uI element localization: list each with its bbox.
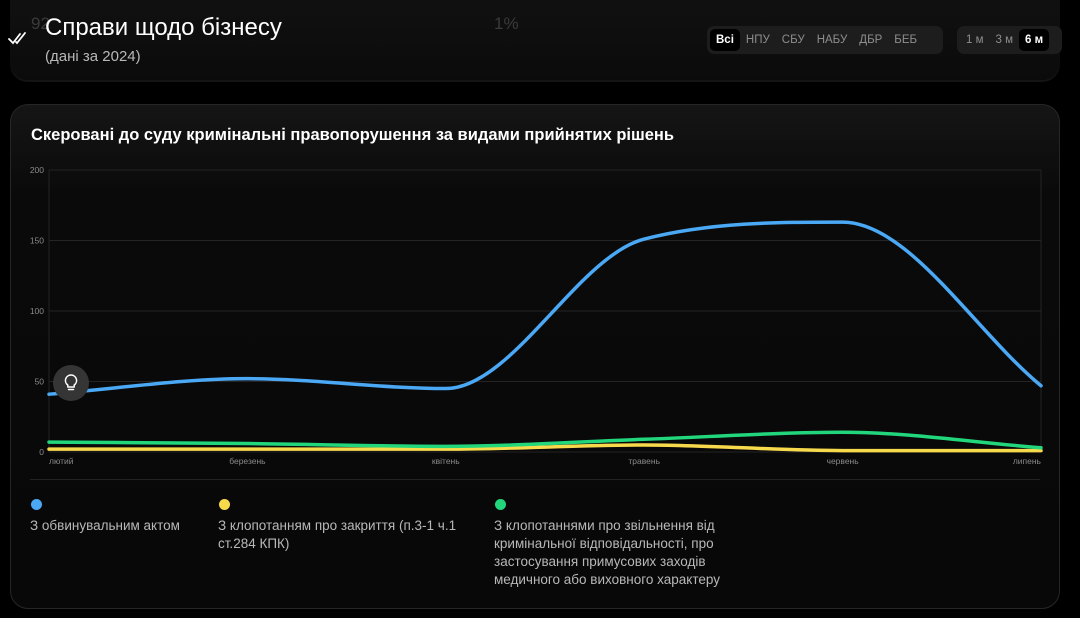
chart-title: Скеровані до суду кримінальні правопоруш… — [31, 126, 675, 144]
x-tick-label: червень — [827, 456, 860, 466]
x-tick-label: лютий — [49, 456, 74, 466]
summary-value-left: 92 — [31, 14, 50, 33]
y-tick-label: 100 — [30, 306, 44, 316]
legend-item-closure[interactable]: З клопотанням про закриття (п.3-1 ч.1 ст… — [218, 499, 488, 553]
x-tick-label: липень — [1013, 456, 1042, 466]
legend-dot — [31, 499, 42, 510]
filter-sbu[interactable]: СБУ — [781, 34, 805, 46]
legend-dot — [219, 499, 230, 510]
legend-item-release[interactable]: З клопотаннями про звільнення від кримін… — [494, 499, 759, 589]
summary-value-mid: 1% — [494, 14, 519, 33]
legend-label: З обвинувальним актом — [30, 518, 180, 533]
legend-label: З клопотаннями про звільнення від кримін… — [494, 518, 720, 587]
x-tick-label: травень — [628, 456, 660, 466]
y-tick-label: 200 — [30, 165, 44, 175]
legend-divider — [30, 479, 1040, 480]
y-tick-label: 50 — [35, 377, 45, 387]
double-check-icon — [8, 32, 26, 45]
chart-card — [10, 104, 1060, 609]
period-1m[interactable]: 1 м — [966, 34, 984, 46]
page-title: Справи щодо бізнесу — [45, 14, 282, 41]
filter-nabu[interactable]: НАБУ — [816, 34, 848, 46]
x-tick-label: березень — [229, 456, 266, 466]
filter-npu[interactable]: НПУ — [745, 34, 770, 46]
filter-beb[interactable]: БЕБ — [894, 34, 918, 46]
period-filter: 1 м 3 м 6 м — [957, 26, 1062, 54]
series-line-0 — [47, 220, 1043, 396]
org-filter: Всі НПУ СБУ НАБУ ДБР БЕБ — [707, 26, 943, 54]
filter-dbr[interactable]: ДБР — [859, 34, 883, 46]
hint-button[interactable] — [53, 365, 89, 401]
x-tick-label: квітень — [432, 456, 460, 466]
series-line-1 — [47, 443, 1043, 453]
lightbulb-icon — [64, 374, 78, 391]
y-tick-label: 150 — [30, 236, 44, 246]
series-line-2 — [47, 430, 1043, 450]
legend-item-indictment[interactable]: З обвинувальним актом — [30, 499, 210, 535]
y-tick-label: 0 — [39, 447, 44, 457]
page-subtitle: (дані за 2024) — [45, 48, 141, 65]
legend-label: З клопотанням про закриття (п.3-1 ч.1 ст… — [218, 518, 457, 551]
legend-dot — [495, 499, 506, 510]
period-3m[interactable]: 3 м — [995, 34, 1014, 46]
period-6m[interactable]: 6 м — [1019, 29, 1050, 51]
filter-all[interactable]: Всі — [710, 29, 740, 51]
